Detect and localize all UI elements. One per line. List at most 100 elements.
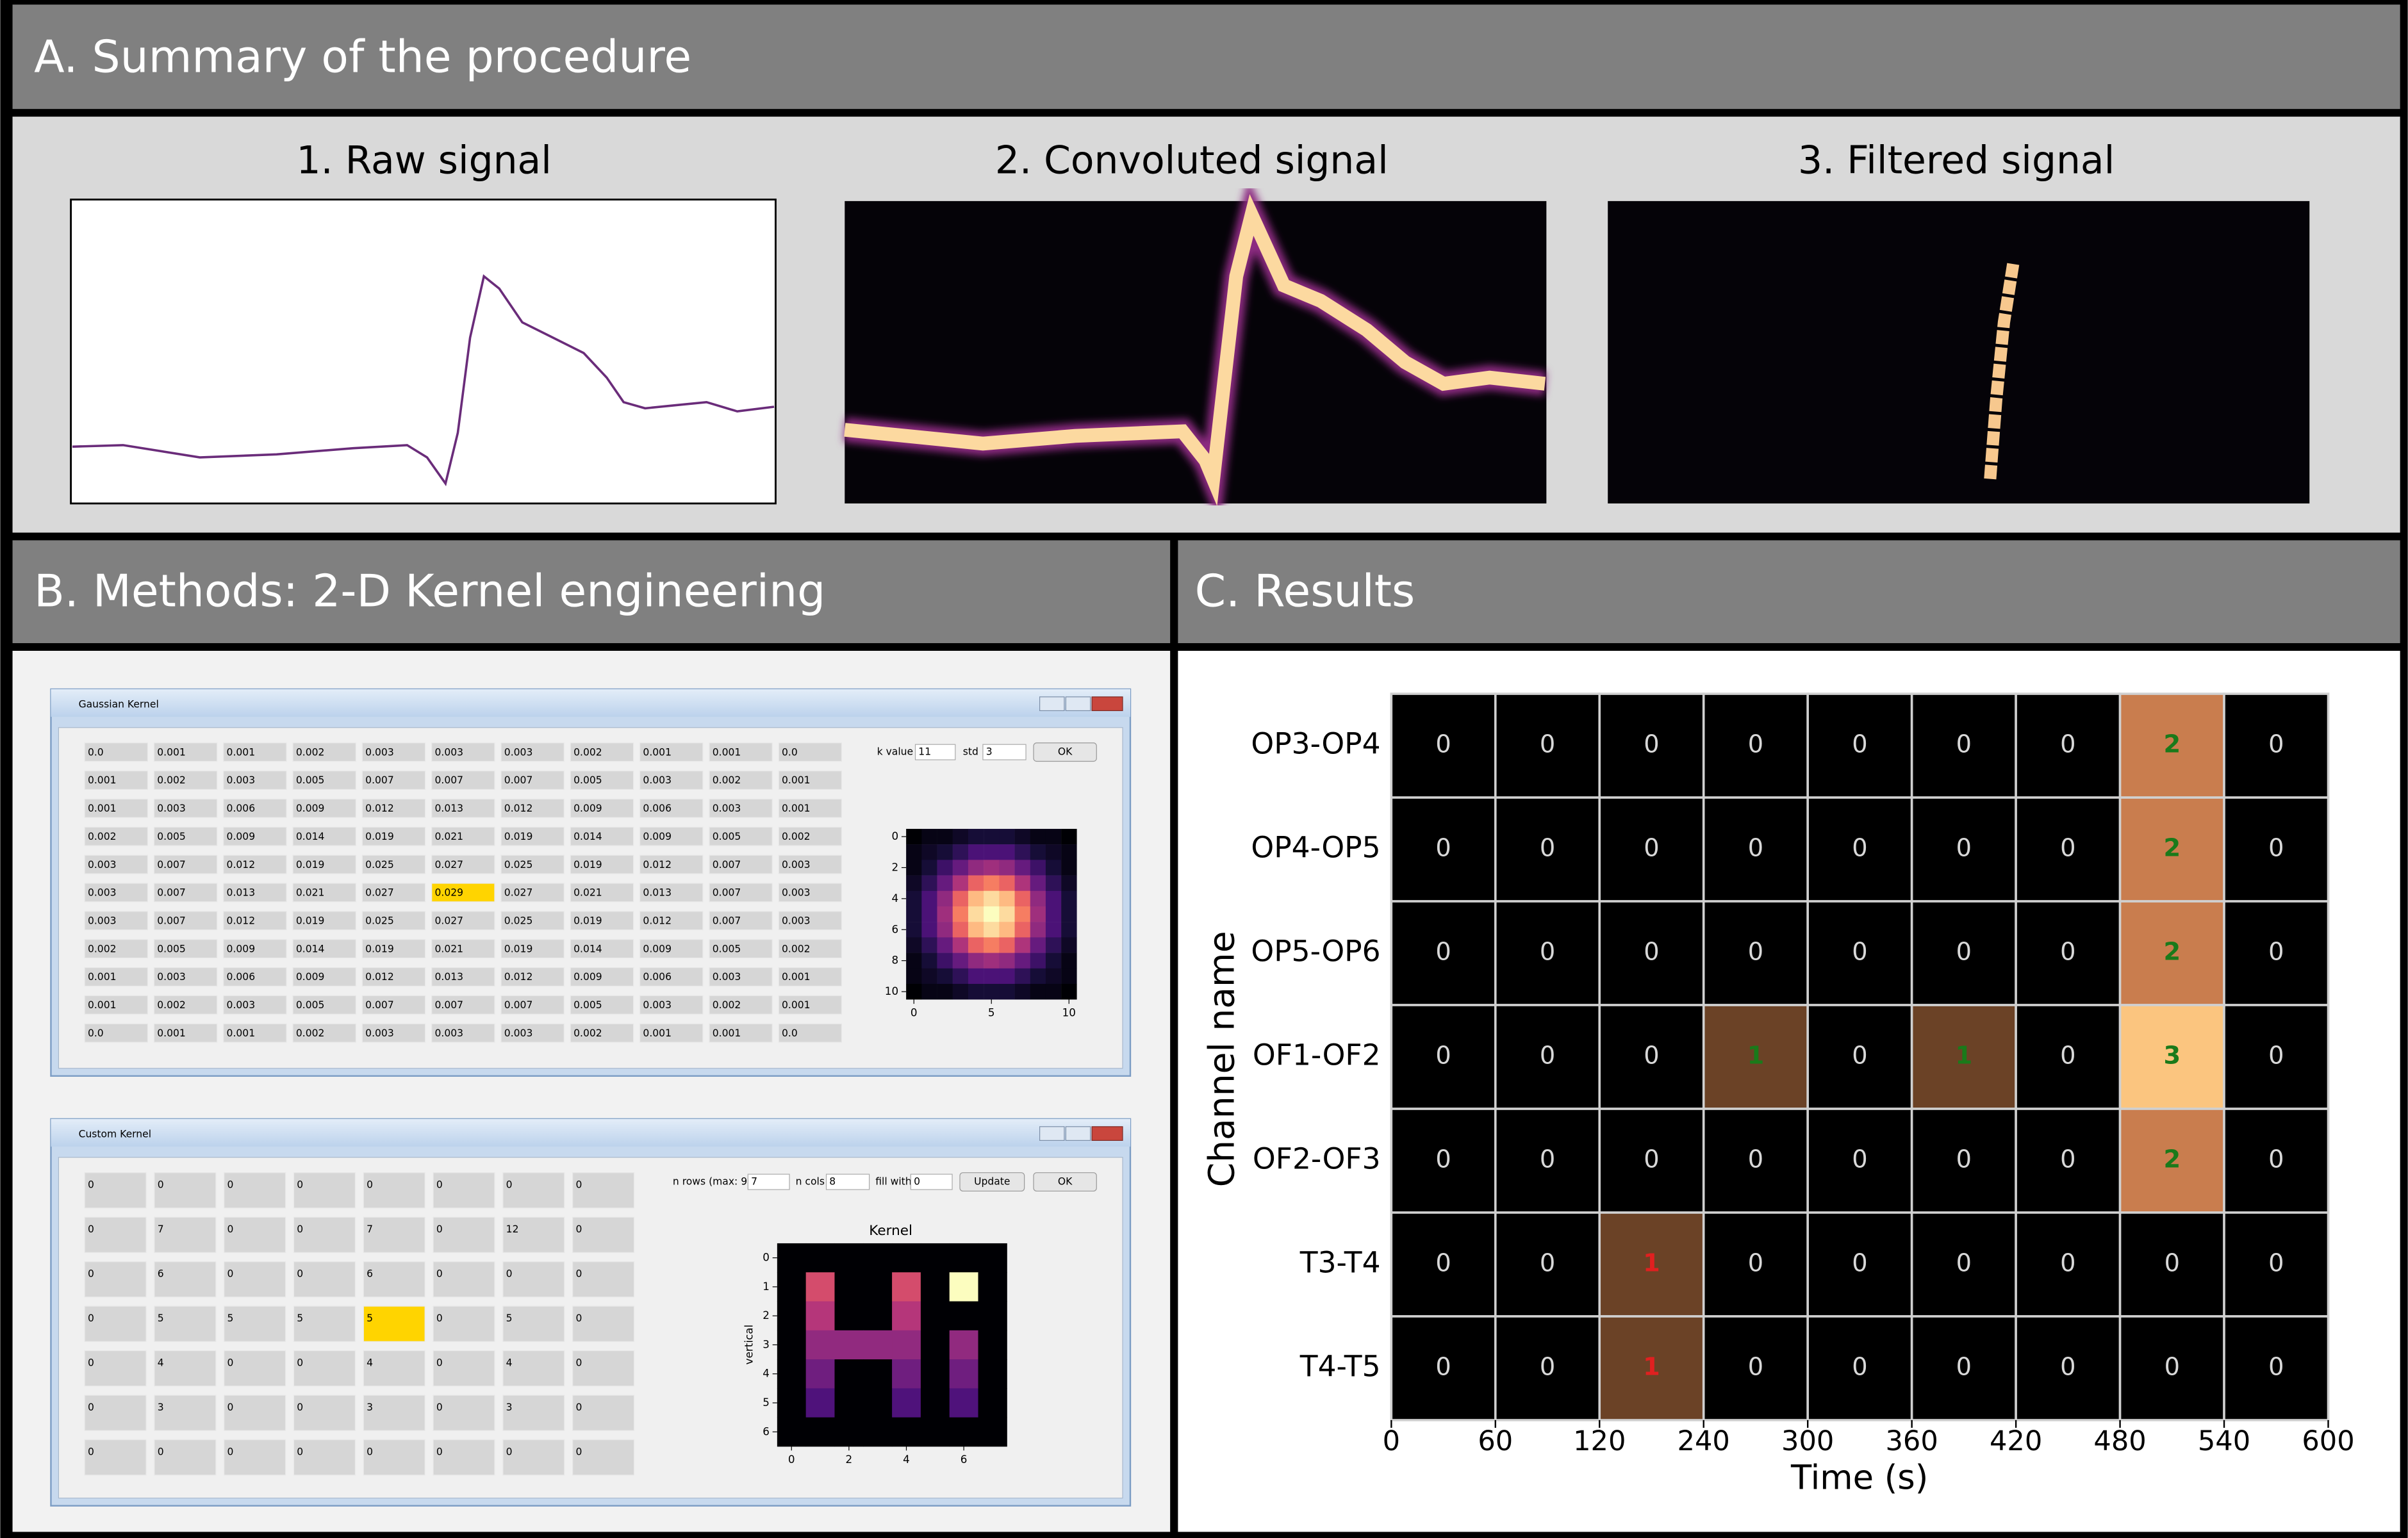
kernel-cell[interactable] — [363, 1172, 425, 1209]
kernel-cell[interactable] — [153, 967, 218, 986]
kernel-cell[interactable] — [431, 771, 495, 790]
kernel-cell[interactable] — [223, 911, 287, 931]
kernel-cell[interactable] — [84, 883, 149, 903]
kernel-cell[interactable] — [223, 826, 287, 846]
kernel-cell[interactable] — [292, 1023, 356, 1043]
kernel-cell[interactable] — [778, 939, 843, 959]
kernel-cell[interactable] — [639, 771, 704, 790]
kernel-cell[interactable] — [84, 771, 149, 790]
kernel-cell[interactable] — [709, 1023, 773, 1043]
kernel-cell[interactable] — [293, 1216, 356, 1253]
kernel-cell[interactable] — [224, 1305, 286, 1342]
kernel-cell[interactable] — [500, 995, 565, 1015]
kernel-cell[interactable] — [572, 1261, 635, 1298]
minimize-button[interactable] — [1039, 1126, 1065, 1141]
kernel-cell[interactable] — [153, 939, 218, 959]
kernel-cell[interactable] — [84, 742, 149, 762]
kernel-cell[interactable] — [500, 798, 565, 818]
kernel-cell[interactable] — [154, 1305, 217, 1342]
kernel-cell[interactable] — [224, 1350, 286, 1387]
kernel-cell[interactable] — [223, 742, 287, 762]
kernel-cell[interactable] — [293, 1305, 356, 1342]
kernel-cell[interactable] — [84, 1350, 147, 1387]
kernel-cell[interactable] — [778, 771, 843, 790]
kernel-cell[interactable] — [431, 1023, 495, 1043]
kernel-cell[interactable] — [154, 1439, 217, 1476]
kernel-cell[interactable] — [570, 1023, 634, 1043]
kernel-cell[interactable] — [572, 1350, 635, 1387]
kernel-cell[interactable] — [570, 883, 634, 903]
kernel-cell[interactable] — [433, 1395, 495, 1431]
kernel-cell[interactable] — [363, 1261, 425, 1298]
kernel-cell[interactable] — [431, 742, 495, 762]
kernel-cell[interactable] — [572, 1305, 635, 1342]
maximize-button[interactable] — [1065, 696, 1091, 712]
kernel-cell[interactable] — [709, 911, 773, 931]
kernel-cell[interactable] — [778, 798, 843, 818]
kernel-cell[interactable] — [293, 1172, 356, 1209]
kernel-cell[interactable] — [639, 798, 704, 818]
kernel-cell[interactable] — [778, 995, 843, 1015]
kernel-cell[interactable] — [502, 1172, 565, 1209]
kernel-cell[interactable] — [292, 742, 356, 762]
kernel-cell[interactable] — [84, 1023, 149, 1043]
kernel-cell[interactable] — [153, 855, 218, 874]
input[interactable] — [825, 1174, 870, 1190]
kernel-cell[interactable] — [361, 798, 426, 818]
kernel-cell[interactable] — [431, 798, 495, 818]
kernel-cell[interactable] — [570, 995, 634, 1015]
kernel-cell[interactable] — [433, 1439, 495, 1476]
kernel-cell[interactable] — [153, 911, 218, 931]
kernel-cell[interactable] — [570, 967, 634, 986]
input[interactable] — [982, 744, 1027, 760]
kernel-cell[interactable] — [292, 967, 356, 986]
kernel-cell[interactable] — [153, 742, 218, 762]
kernel-cell[interactable] — [500, 855, 565, 874]
kernel-cell[interactable] — [361, 742, 426, 762]
kernel-cell[interactable] — [292, 939, 356, 959]
kernel-cell[interactable] — [709, 798, 773, 818]
kernel-cell[interactable] — [570, 771, 634, 790]
kernel-cell[interactable] — [570, 939, 634, 959]
kernel-cell[interactable] — [431, 995, 495, 1015]
kernel-cell[interactable] — [500, 771, 565, 790]
kernel-cell[interactable] — [84, 826, 149, 846]
maximize-button[interactable] — [1065, 1126, 1091, 1141]
kernel-cell[interactable] — [431, 883, 495, 903]
kernel-cell[interactable] — [639, 939, 704, 959]
kernel-cell[interactable] — [84, 798, 149, 818]
kernel-cell[interactable] — [639, 826, 704, 846]
kernel-cell[interactable] — [363, 1395, 425, 1431]
kernel-cell[interactable] — [639, 995, 704, 1015]
kernel-cell[interactable] — [293, 1261, 356, 1298]
input[interactable] — [747, 1174, 790, 1190]
kernel-cell[interactable] — [154, 1350, 217, 1387]
kernel-cell[interactable] — [639, 855, 704, 874]
kernel-cell[interactable] — [154, 1216, 217, 1253]
kernel-cell[interactable] — [500, 742, 565, 762]
kernel-cell[interactable] — [572, 1439, 635, 1476]
kernel-cell[interactable] — [84, 911, 149, 931]
kernel-cell[interactable] — [361, 995, 426, 1015]
kernel-cell[interactable] — [154, 1395, 217, 1431]
kernel-cell[interactable] — [84, 1439, 147, 1476]
kernel-cell[interactable] — [778, 826, 843, 846]
kernel-cell[interactable] — [292, 883, 356, 903]
minimize-button[interactable] — [1039, 696, 1065, 712]
kernel-cell[interactable] — [570, 911, 634, 931]
ok-button[interactable] — [1033, 742, 1097, 762]
kernel-cell[interactable] — [500, 911, 565, 931]
kernel-cell[interactable] — [224, 1261, 286, 1298]
kernel-cell[interactable] — [292, 855, 356, 874]
kernel-cell[interactable] — [778, 883, 843, 903]
input[interactable] — [914, 744, 956, 760]
kernel-cell[interactable] — [572, 1216, 635, 1253]
kernel-cell[interactable] — [293, 1439, 356, 1476]
kernel-cell[interactable] — [224, 1395, 286, 1431]
kernel-cell[interactable] — [154, 1172, 217, 1209]
kernel-cell[interactable] — [292, 911, 356, 931]
kernel-cell[interactable] — [502, 1439, 565, 1476]
kernel-cell[interactable] — [84, 1216, 147, 1253]
kernel-cell[interactable] — [433, 1172, 495, 1209]
kernel-cell[interactable] — [224, 1216, 286, 1253]
